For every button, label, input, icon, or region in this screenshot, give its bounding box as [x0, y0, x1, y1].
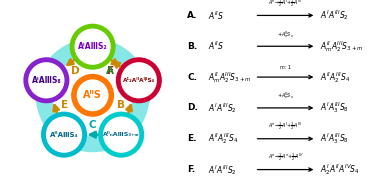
Text: E: E [60, 100, 68, 110]
Circle shape [74, 77, 111, 114]
Text: $A_m^{II}A_2^{III}S_{3+m}$: $A_m^{II}A_2^{III}S_{3+m}$ [320, 39, 364, 54]
Text: $+A_n^{II}S_x$: $+A_n^{II}S_x$ [277, 29, 294, 40]
Circle shape [101, 114, 142, 155]
Text: A: A [106, 66, 114, 76]
Text: $A_2^IA^{II}A^{IV}S_4$: $A_2^IA^{II}A^{IV}S_4$ [320, 162, 360, 177]
Text: AᴵᴵS: AᴵᴵS [83, 90, 102, 100]
Text: $A^IA^{III}S_2$: $A^IA^{III}S_2$ [320, 9, 349, 22]
Text: $A^IA_3^{III}S_8$: $A^IA_3^{III}S_8$ [320, 100, 349, 115]
Text: B: B [117, 100, 125, 110]
Text: $A^n\!\rightarrow\!\frac{1}{2}A^I\!+\!\frac{1}{2}A^{III}$: $A^n\!\rightarrow\!\frac{1}{2}A^I\!+\!\f… [268, 121, 302, 132]
Text: $A^{II}S$: $A^{II}S$ [208, 40, 225, 53]
Text: AᴵᴵAⅢS₄: AᴵᴵAⅢS₄ [50, 132, 78, 138]
Text: $A^{II}A_2^{III}S_4$: $A^{II}A_2^{III}S_4$ [208, 131, 239, 146]
Text: F.: F. [187, 165, 195, 174]
Text: AᴵAⅢS₈: AᴵAⅢS₈ [31, 76, 61, 85]
Text: $A^IA^{III}S_2$: $A^IA^{III}S_2$ [208, 163, 237, 176]
Text: $A^IA_3^{III}S_8$: $A^IA_3^{III}S_8$ [320, 131, 349, 146]
Circle shape [26, 60, 67, 101]
Text: $m:1$: $m:1$ [279, 63, 292, 71]
Text: AᴵAⅢS₂: AᴵAⅢS₂ [78, 42, 107, 51]
Circle shape [43, 114, 85, 155]
Text: D.: D. [187, 103, 198, 112]
Text: $A^{II}S$: $A^{II}S$ [208, 9, 225, 22]
Text: E.: E. [187, 134, 197, 143]
Text: C.: C. [187, 73, 197, 82]
Circle shape [118, 60, 160, 101]
Text: $+A_n^{II}S_x$: $+A_n^{II}S_x$ [277, 91, 294, 101]
Circle shape [72, 26, 113, 67]
Text: $A^n\!\rightarrow\!\frac{1}{2}A^I\!+\!\frac{1}{2}A^{III}$: $A^n\!\rightarrow\!\frac{1}{2}A^I\!+\!\f… [268, 0, 302, 9]
Text: $A^{II}A_2^{III}S_4$: $A^{II}A_2^{III}S_4$ [320, 70, 351, 85]
Text: A.: A. [187, 11, 198, 20]
Text: B.: B. [187, 42, 197, 51]
Text: D: D [71, 66, 79, 76]
Text: A¹₂AᴵᴵAᴵᵝS₄: A¹₂AᴵᴵAᴵᵝS₄ [123, 78, 155, 83]
Text: $A_m^{II}A_2^{III}S_{3+m}$: $A_m^{II}A_2^{III}S_{3+m}$ [208, 70, 252, 85]
Text: AᴵᴵₙAⅢS₃₊ₘ: AᴵᴵₙAⅢS₃₊ₘ [103, 132, 139, 137]
Text: $A^n\!\rightarrow\!\frac{1}{2}A^n\!+\!\frac{1}{2}A^{IV}$: $A^n\!\rightarrow\!\frac{1}{2}A^n\!+\!\f… [268, 152, 304, 163]
Text: C: C [89, 120, 96, 130]
Text: $A^IA^{III}S_2$: $A^IA^{III}S_2$ [208, 101, 237, 115]
Text: F: F [107, 66, 114, 76]
